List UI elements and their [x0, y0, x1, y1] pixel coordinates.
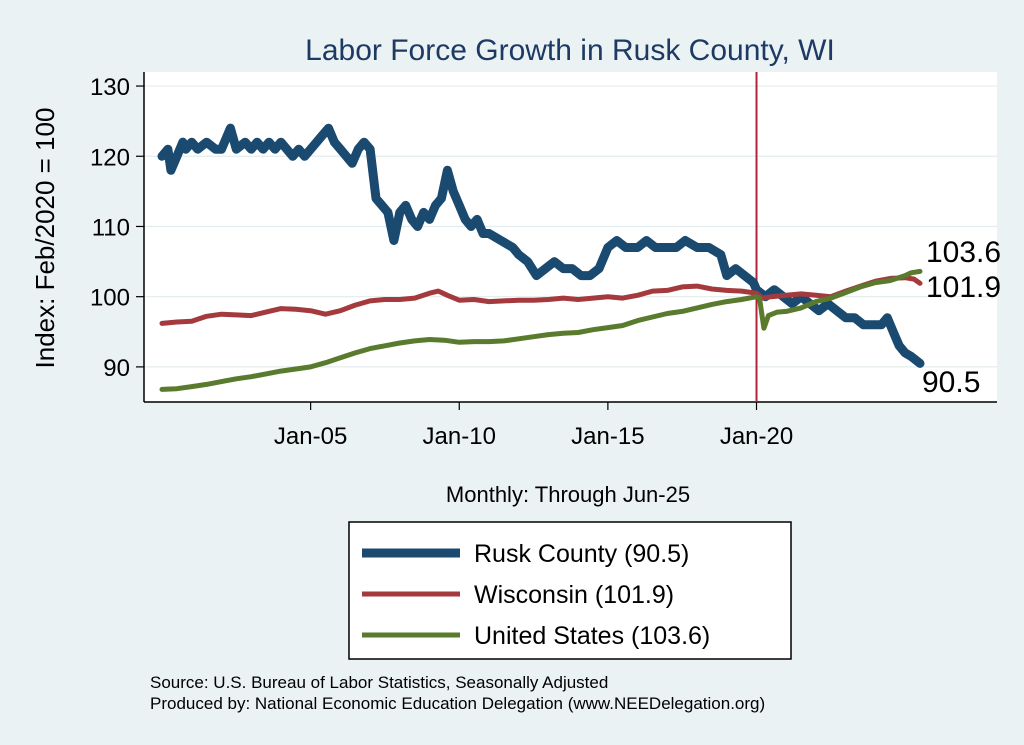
x-tick-label: Jan-20	[720, 423, 793, 450]
x-axis-title: Monthly: Through Jun-25	[446, 482, 690, 507]
end-label-2: 103.6	[926, 236, 1001, 269]
y-tick-label: 110	[92, 214, 130, 241]
y-axis-label: Index: Feb/2020 = 100	[30, 108, 60, 369]
end-label-0: 90.5	[922, 366, 980, 399]
legend-label-2: United States (103.6)	[474, 622, 710, 650]
x-tick-label: Jan-05	[274, 423, 347, 450]
series-lines	[157, 123, 925, 392]
y-tick-label: 90	[103, 355, 130, 382]
series-line-1	[159, 275, 923, 326]
x-tick-label: Jan-15	[571, 423, 644, 450]
legend: Rusk County (90.5) Wisconsin (101.9) Unite…	[348, 521, 792, 660]
legend-label-0: Rusk County (90.5)	[474, 540, 689, 568]
source-note: Source: U.S. Bureau of Labor Statistics,…	[150, 673, 608, 692]
end-label-1: 101.9	[926, 271, 1001, 304]
y-tick-label: 120	[90, 144, 130, 171]
series-line-2	[159, 268, 923, 392]
legend-label-1: Wisconsin (101.9)	[474, 581, 674, 609]
y-tick-label: 100	[90, 285, 130, 312]
x-tick-label: Jan-10	[423, 423, 496, 450]
plot-area	[144, 72, 997, 402]
produced-note: Produced by: National Economic Education…	[150, 694, 765, 713]
axes: 90 100 110 120 130 Jan-05 Jan-10 Jan-15 Jan-20	[90, 72, 997, 450]
chart-title: Labor Force Growth in Rusk County, WI	[305, 34, 835, 67]
y-tick-label: 130	[90, 74, 130, 101]
